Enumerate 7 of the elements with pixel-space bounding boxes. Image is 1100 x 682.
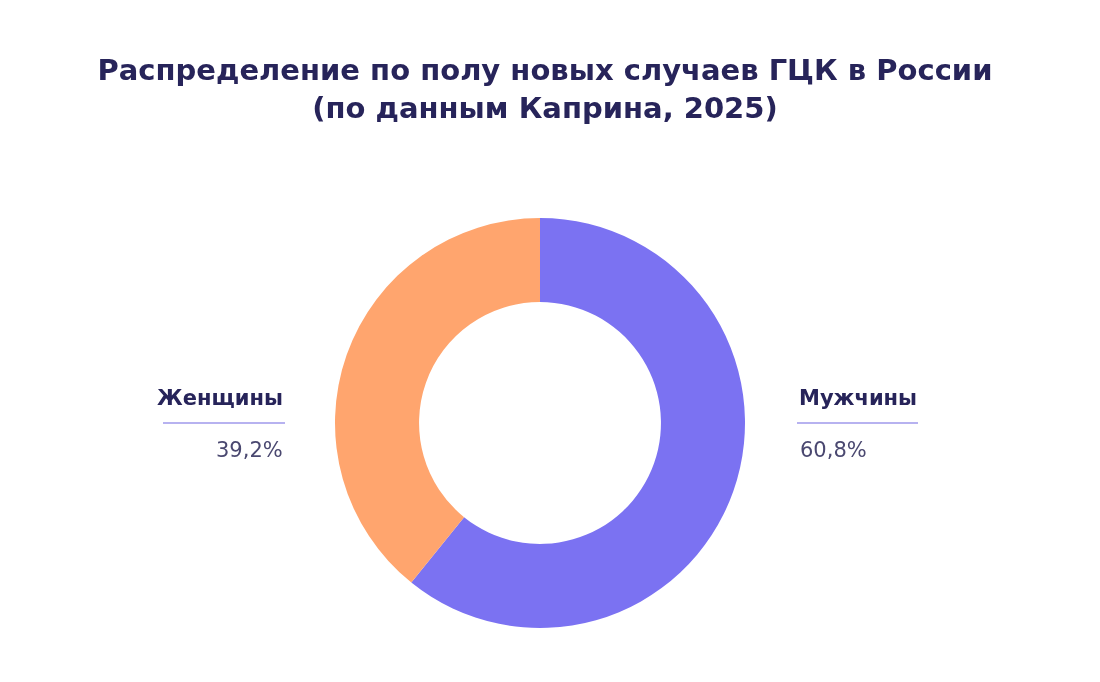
donut-slice xyxy=(335,218,540,583)
donut-slice xyxy=(411,218,745,628)
slice-label: Женщины xyxy=(157,386,283,410)
data-label: 60,8% xyxy=(800,438,867,462)
chart-title: Распределение по полу новых случаев ГЦК в России (по данным Каприна, 2025) xyxy=(97,53,993,125)
data-label: 39,2% xyxy=(216,438,283,462)
slice-label: Мужчины xyxy=(799,386,918,410)
